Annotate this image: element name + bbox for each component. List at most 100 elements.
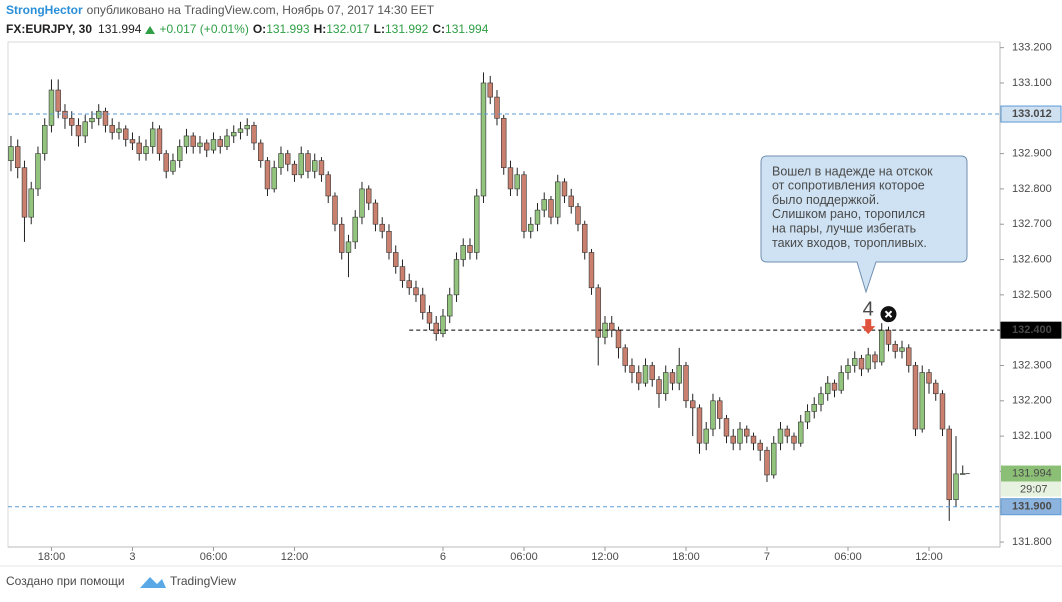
candle-body (129, 139, 136, 144)
candle-body (615, 329, 622, 349)
author[interactable]: StrongHector (6, 3, 83, 17)
candle-body (28, 188, 34, 218)
candle-body (946, 428, 952, 500)
candle-body (831, 382, 838, 391)
candle-body (291, 163, 298, 176)
candle-body (447, 294, 453, 317)
x-tick-label: 12:00 (591, 551, 619, 563)
candle-body (399, 266, 406, 282)
candle-body (150, 128, 156, 147)
candle-body (298, 153, 304, 176)
candle-body (453, 259, 460, 296)
candle-body (750, 435, 757, 444)
candle-body (183, 135, 190, 147)
candle-body (926, 372, 932, 384)
candle-body (852, 358, 858, 366)
candle-body (690, 400, 696, 409)
candle-body (737, 428, 743, 444)
up-triangle (145, 26, 155, 34)
x-tick-label: 7 (764, 551, 770, 563)
candle-body (318, 160, 325, 176)
candle-body (231, 132, 237, 137)
candle-body (838, 372, 844, 391)
candle-body (285, 153, 291, 165)
candle-body (352, 216, 358, 243)
candle-body (582, 223, 588, 253)
candle-body (609, 322, 615, 331)
ohlc-value: 131.992 (385, 22, 429, 36)
last: 131.994 (98, 22, 142, 36)
candle-body (663, 372, 669, 395)
candle-body (717, 400, 723, 419)
candle-body (642, 365, 649, 384)
candle-body (379, 223, 385, 232)
y-tick-label: 132.800 (1012, 183, 1052, 195)
candle-body (656, 379, 662, 395)
candle-body (575, 206, 581, 225)
candle-body (696, 407, 703, 444)
candle-body (413, 287, 419, 296)
candle-body (258, 142, 264, 161)
y-tick-label: 133.200 (1012, 42, 1052, 54)
candle-body (548, 199, 554, 218)
candle-body (312, 160, 318, 172)
candle-body (649, 365, 655, 380)
ohlc-label: O: (253, 22, 266, 36)
candle-body (96, 110, 102, 119)
countdown-label: 29:07 (1020, 483, 1048, 495)
callout-line: таких входов, торопливых. (772, 236, 927, 250)
candle-body (474, 195, 480, 253)
candle-body (683, 365, 689, 402)
candle-body (757, 442, 763, 451)
candle-body (35, 153, 41, 190)
candle-body (521, 174, 527, 232)
price-badge (1000, 105, 1062, 123)
candle-body (332, 195, 338, 225)
candle-body (568, 195, 574, 207)
candle-body (858, 358, 865, 370)
candle-body (703, 428, 709, 444)
candle-body (237, 128, 244, 133)
candle-body (143, 146, 149, 154)
price-badge (1000, 498, 1062, 516)
candle-body (177, 146, 183, 161)
candle-body (480, 82, 487, 197)
y-tick-label: 132.300 (1012, 359, 1052, 371)
x-tick-label: 18:00 (38, 551, 66, 563)
symbol: FX:EURJPY, 30 (6, 22, 92, 36)
candle-body (460, 245, 466, 260)
candle-body (278, 153, 284, 169)
candle-body (89, 117, 95, 123)
candle-body (744, 428, 750, 437)
last-price-badge (1001, 465, 1061, 482)
candle-body (777, 428, 784, 444)
candle-body (244, 125, 250, 130)
ohlc-value: 131.993 (266, 22, 310, 36)
header-line: StrongHector опубликовано на TradingView.… (6, 3, 435, 17)
candle-body (42, 125, 48, 154)
candle-body (771, 442, 777, 476)
y-tick-label: 132.500 (1012, 289, 1052, 301)
candle-body (730, 435, 736, 444)
brand-logo (140, 577, 166, 588)
candle-body (82, 121, 88, 137)
candle-body (251, 125, 257, 144)
x-tick-label: 18:00 (672, 551, 700, 563)
candle-body (784, 428, 790, 437)
candle-body (501, 117, 507, 169)
callout-line: было поддержкой. (772, 193, 879, 207)
candle-body (109, 125, 115, 133)
candle-body (676, 365, 682, 384)
candle-body (487, 82, 493, 98)
published: опубликовано на TradingView.com, Ноябрь … (87, 3, 435, 17)
x-tick-label: 06:00 (834, 551, 862, 563)
candle-body (170, 160, 176, 172)
candle-body (865, 354, 871, 370)
symbol-line: FX:EURJPY, 30 131.994 +0.017 (+0.01%) O:131… (6, 22, 489, 36)
callout-line: Вошел в надежде на отскок (772, 164, 933, 178)
candle-body (494, 96, 500, 119)
candle-body (528, 223, 534, 232)
footer-brand[interactable]: TradingView (170, 574, 236, 588)
candle-body (912, 365, 919, 430)
candle-body (116, 128, 122, 133)
